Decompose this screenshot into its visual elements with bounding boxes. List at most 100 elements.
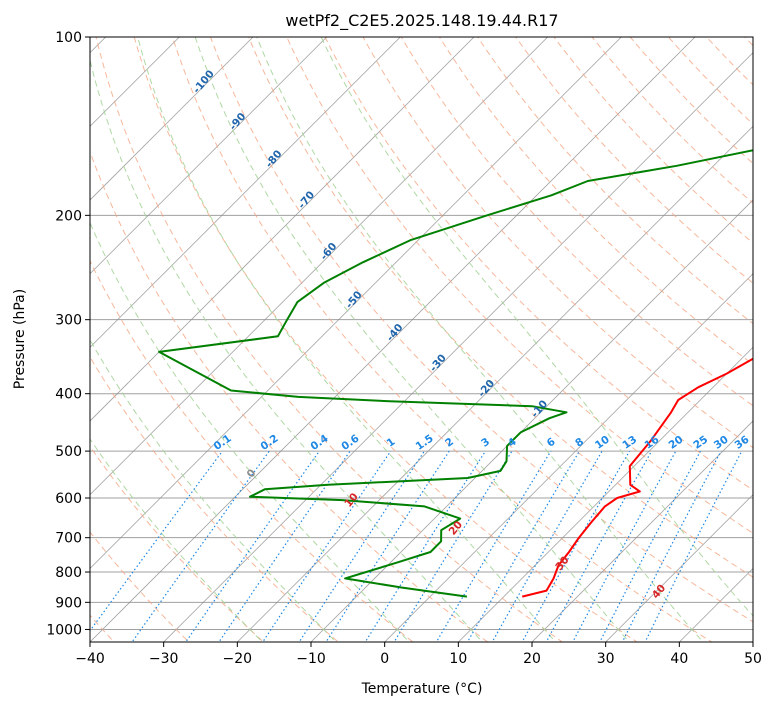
y-tick-label: 200 <box>55 208 82 224</box>
mixing-ratio-line <box>621 450 722 642</box>
x-tick-label: −10 <box>296 651 326 667</box>
dry-adiabat-label: -10 <box>529 398 550 420</box>
y-tick-label: 400 <box>55 387 82 403</box>
mixing-ratio-line <box>90 450 223 632</box>
chart-title: wetPf2_C2E5.2025.148.19.44.R17 <box>285 11 558 31</box>
isotherm-line <box>90 37 328 275</box>
mixing-ratio-lines <box>90 450 743 642</box>
mixing-ratio-label: 1.5 <box>414 432 436 453</box>
mixing-ratio-line <box>545 450 653 642</box>
x-axis-label: Temperature (°C) <box>361 681 483 697</box>
mixing-ratio-line <box>218 450 351 642</box>
isotherm-line <box>90 37 254 201</box>
moist-adiabat-line <box>90 58 483 642</box>
x-tick-label: −20 <box>223 651 253 667</box>
dry-adiabats <box>90 10 775 654</box>
mixing-ratio-line <box>262 450 392 642</box>
isotherm-line <box>90 37 180 127</box>
mixing-ratio-line <box>298 450 425 642</box>
mixing-ratio-label: 10 <box>593 434 612 452</box>
dry-adiabat-line <box>95 37 564 642</box>
moist-adiabat-line <box>256 37 704 642</box>
y-tick-label: 900 <box>55 595 82 611</box>
x-tick-label: 10 <box>449 651 467 667</box>
mixing-ratio-label: 0.4 <box>309 432 331 453</box>
mixing-ratio-line <box>572 450 677 642</box>
x-tick-label: 50 <box>744 651 762 667</box>
dry-adiabat-line <box>400 37 753 407</box>
mixing-ratio-line <box>185 450 320 642</box>
y-tick-label: 600 <box>55 491 82 507</box>
x-tick-label: −30 <box>149 651 179 667</box>
isotherm-line <box>310 199 753 642</box>
x-axis-ticks: −40 −30 −20 −10 0 10 20 30 40 50 <box>75 642 762 667</box>
x-tick-label: 40 <box>670 651 688 667</box>
y-tick-label: 100 <box>55 30 82 46</box>
y-tick-label: 800 <box>55 565 82 581</box>
dry-adiabat-line <box>705 37 753 86</box>
dry-adiabat-line <box>438 37 753 366</box>
dry-adiabat-line <box>591 37 753 204</box>
y-axis-ticks: 100 200 300 400 500 600 700 800 900 1000 <box>46 30 90 638</box>
dry-adiabat-label: -50 <box>343 289 364 311</box>
dry-adiabat-line <box>90 445 265 642</box>
dry-adiabat-line <box>133 37 638 642</box>
x-tick-label: 0 <box>380 651 389 667</box>
moist-adiabat-line <box>90 338 337 642</box>
isotherm-line <box>90 37 401 348</box>
x-tick-label: 30 <box>597 651 615 667</box>
y-tick-label: 1000 <box>46 622 82 638</box>
dry-adiabat-line <box>629 37 753 165</box>
y-tick-label: 500 <box>55 444 82 460</box>
moist-adiabat-line <box>320 37 753 617</box>
dewpoint-profile <box>158 149 753 598</box>
dry-adiabat-label: -90 <box>227 111 248 133</box>
mixing-ratio-line <box>131 450 270 642</box>
mixing-ratio-label: 36 <box>733 434 752 452</box>
moist-adiabat-line <box>90 221 410 642</box>
dry-adiabat-label: -100 <box>191 68 217 96</box>
dry-adiabat-line <box>248 37 753 578</box>
dry-adiabat-label: -70 <box>296 189 317 211</box>
plot-area: -100-90-80-70-60-50-40-30-20-100.1 0.2 0.4… <box>90 10 775 654</box>
dry-adiabat-line <box>171 37 713 642</box>
mixing-ratio-line <box>393 450 513 642</box>
isotherm-line <box>531 420 753 642</box>
dry-adiabat-line <box>90 531 190 642</box>
dry-adiabat-line <box>209 37 753 623</box>
isotherm-line <box>90 37 696 642</box>
isotherm-line <box>163 52 753 642</box>
y-tick-label: 300 <box>55 313 82 329</box>
isotherm-line <box>678 567 753 642</box>
y-axis-label: Pressure (hPa) <box>12 289 28 389</box>
mixing-ratio-line <box>435 450 552 642</box>
mixing-ratio-line <box>364 450 486 642</box>
dry-adiabat-line <box>515 37 753 284</box>
dry-adiabat-line <box>362 37 753 449</box>
mixing-ratio-label: 6 <box>545 436 558 450</box>
dry-adiabat-line <box>756 10 775 654</box>
moist-adiabat-label: 20 <box>447 519 466 538</box>
mixing-ratio-line <box>466 450 580 642</box>
mixing-ratio-label: 13 <box>620 434 639 452</box>
isotherm-line <box>605 494 753 642</box>
mixing-ratio-label: 25 <box>691 434 710 452</box>
y-tick-label: 700 <box>55 531 82 547</box>
dry-adiabat-line <box>90 150 489 642</box>
dry-adiabat-line <box>90 356 340 642</box>
mixing-ratio-label: 3 <box>479 436 492 450</box>
dry-adiabat-line <box>286 37 753 534</box>
mixing-ratio-label: 20 <box>667 434 686 452</box>
mixing-ratio-label: 30 <box>712 434 731 452</box>
dry-adiabat-label: -60 <box>318 240 339 262</box>
mixing-ratio-line <box>599 450 702 642</box>
isotherm-line <box>752 641 753 642</box>
x-tick-label: 20 <box>523 651 541 667</box>
isotherm-line <box>90 37 622 569</box>
isobar-grid <box>90 37 753 630</box>
mixing-ratio-label: 16 <box>642 434 661 452</box>
isotherm-line <box>457 346 753 642</box>
mixing-ratio-line <box>325 450 450 642</box>
mixing-ratio-label: 0.2 <box>259 432 281 453</box>
